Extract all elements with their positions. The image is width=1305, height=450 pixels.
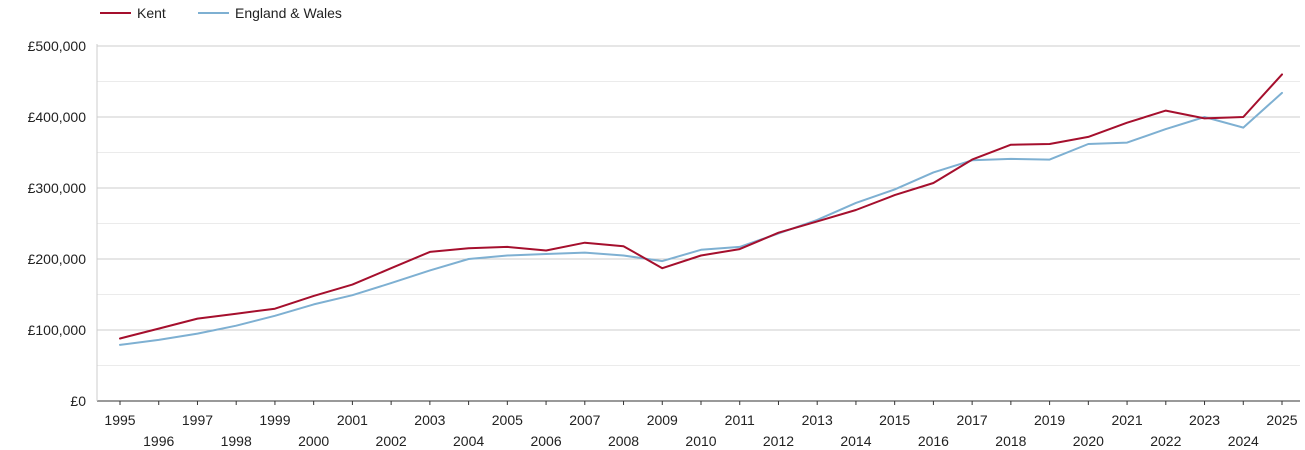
grid-lines [97,45,1300,366]
axes [96,44,1300,405]
y-tick-labels: £0 £100,000 £200,000 £300,000 £400,000 £500,0… [28,38,87,409]
x-tick-label: 2024 [1228,433,1259,449]
x-tick-label: 2014 [840,433,871,449]
x-tick-label: 2020 [1073,433,1104,449]
x-tick-labels: 1995 1996 1997 1998 1999 2000 2001 2002 2003 2004… [104,412,1297,449]
x-tick-label: 1999 [259,412,290,428]
x-tick-label: 2008 [608,433,639,449]
x-tick-label: 2025 [1266,412,1297,428]
x-tick-label: 2015 [879,412,910,428]
x-tick-label: 2022 [1150,433,1181,449]
x-tick-label: 2004 [453,433,484,449]
y-tick-label: £400,000 [28,109,87,125]
x-tick-label: 1995 [104,412,135,428]
x-tick-label: 2002 [376,433,407,449]
x-tick-label: 2011 [725,412,755,428]
x-tick-label: 2013 [802,412,833,428]
y-tick-label: £0 [70,393,86,409]
series-line-kent [119,73,1283,340]
x-tick-label: 2010 [685,433,716,449]
series-line-england-wales [119,91,1283,346]
x-tick-label: 2001 [337,412,368,428]
x-tick-label: 2007 [569,412,600,428]
x-tick-label: 2016 [918,433,949,449]
x-tick-label: 2003 [414,412,445,428]
series-lines [119,73,1283,346]
x-tick-label: 2017 [957,412,988,428]
legend: Kent England & Wales [100,5,342,21]
x-tick-label: 2018 [995,433,1026,449]
x-tick-label: 1997 [182,412,213,428]
x-tick-label: 1996 [143,433,174,449]
legend-label-england-wales: England & Wales [235,5,342,21]
x-tick-label: 2023 [1189,412,1220,428]
x-tick-label: 2009 [647,412,678,428]
x-tick-label: 2019 [1034,412,1065,428]
x-tick-label: 2021 [1111,412,1142,428]
x-tick-label: 2005 [492,412,523,428]
y-tick-label: £300,000 [28,180,87,196]
x-tick-label: 2012 [763,433,794,449]
y-tick-label: £500,000 [28,38,87,54]
y-tick-label: £200,000 [28,251,87,267]
legend-label-kent: Kent [137,5,166,21]
x-tick-label: 2006 [530,433,561,449]
y-tick-label: £100,000 [28,322,87,338]
x-tick-label: 1998 [221,433,252,449]
x-tick-label: 2000 [298,433,329,449]
